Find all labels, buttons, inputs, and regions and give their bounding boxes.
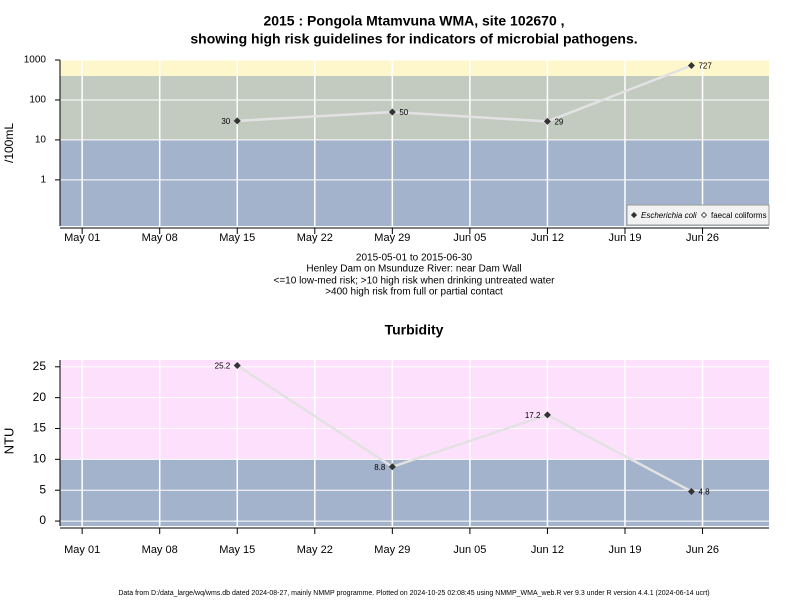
x-tick-label: May 01 bbox=[64, 544, 100, 556]
data-label: 17.2 bbox=[525, 411, 541, 420]
data-label: 8.8 bbox=[374, 463, 386, 472]
legend-label: Escherichia coli bbox=[641, 211, 697, 220]
x-tick-label: Jun 19 bbox=[608, 544, 641, 556]
y-axis-label: /100mL bbox=[2, 123, 16, 163]
data-point bbox=[388, 463, 396, 471]
x-tick-label: May 29 bbox=[374, 544, 410, 556]
x-tick-label: May 15 bbox=[219, 232, 255, 244]
chart-subtitle: showing high risk guidelines for indicat… bbox=[190, 31, 637, 47]
series-line bbox=[237, 64, 692, 123]
y-tick-label: 25 bbox=[33, 359, 47, 373]
risk-band bbox=[60, 360, 769, 460]
x-tick-label: Jun 05 bbox=[453, 544, 486, 556]
legend: Escherichia coli faecal coliforms bbox=[626, 204, 770, 226]
data-point bbox=[233, 117, 241, 125]
x-tick-label: Jun 12 bbox=[531, 544, 564, 556]
chart-title: Turbidity bbox=[385, 322, 444, 338]
x-tick-label: Jun 12 bbox=[531, 232, 564, 244]
x-tick-label: May 29 bbox=[374, 232, 410, 244]
risk-band bbox=[60, 459, 769, 526]
y-tick-label: 10 bbox=[33, 452, 47, 466]
x-tick-label: May 08 bbox=[142, 232, 178, 244]
y-tick-label: 5 bbox=[39, 482, 46, 496]
note: 2015-05-01 to 2015-06-30 bbox=[356, 253, 473, 264]
data-point bbox=[687, 487, 695, 495]
data-point bbox=[687, 62, 695, 70]
x-tick-label: Jun 26 bbox=[686, 544, 719, 556]
x-tick-label: May 01 bbox=[64, 232, 100, 244]
data-point bbox=[233, 362, 241, 370]
x-tick-label: Jun 19 bbox=[608, 232, 641, 244]
legend-box bbox=[626, 204, 770, 226]
series-line bbox=[236, 364, 693, 493]
y-tick-label: 0 bbox=[39, 513, 46, 527]
data-point bbox=[543, 411, 551, 419]
x-tick-label: Jun 26 bbox=[686, 232, 719, 244]
data-point bbox=[543, 117, 551, 125]
note: >400 high risk from full or partial cont… bbox=[325, 287, 503, 298]
x-tick-label: May 08 bbox=[142, 544, 178, 556]
data-point bbox=[388, 108, 396, 116]
y-tick-label: 15 bbox=[33, 421, 47, 435]
risk-band bbox=[60, 75, 769, 140]
note: Henley Dam on Msunduze River: near Dam W… bbox=[306, 264, 521, 275]
data-label: 727 bbox=[698, 62, 712, 71]
x-tick-label: May 22 bbox=[297, 232, 333, 244]
x-tick-label: May 22 bbox=[297, 544, 333, 556]
note: <=10 low-med risk; >10 high risk when dr… bbox=[274, 276, 556, 287]
y-tick-label: 1 bbox=[40, 174, 46, 185]
y-axis-label: NTU bbox=[1, 428, 16, 455]
data-label: 30 bbox=[221, 117, 230, 126]
legend-label: faecal coliforms bbox=[711, 211, 767, 220]
legend-marker bbox=[630, 211, 638, 219]
y-tick-label: 100 bbox=[29, 95, 46, 106]
x-tick-label: May 15 bbox=[219, 544, 255, 556]
chart-title: 2015 : Pongola Mtamvuna WMA, site 102670… bbox=[263, 13, 564, 29]
y-tick-label: 20 bbox=[33, 390, 47, 404]
y-tick-label: 10 bbox=[35, 135, 47, 146]
legend-marker bbox=[700, 211, 708, 219]
data-label: 50 bbox=[399, 108, 408, 117]
data-label: 4.8 bbox=[698, 488, 710, 497]
data-label: 25.2 bbox=[215, 362, 231, 371]
data-label: 29 bbox=[554, 118, 563, 127]
x-tick-label: Jun 05 bbox=[453, 232, 486, 244]
y-tick-label: 1000 bbox=[24, 55, 47, 66]
footer: Data from D:/data_large/wq/wms.db dated … bbox=[118, 590, 709, 597]
risk-band bbox=[60, 60, 769, 76]
